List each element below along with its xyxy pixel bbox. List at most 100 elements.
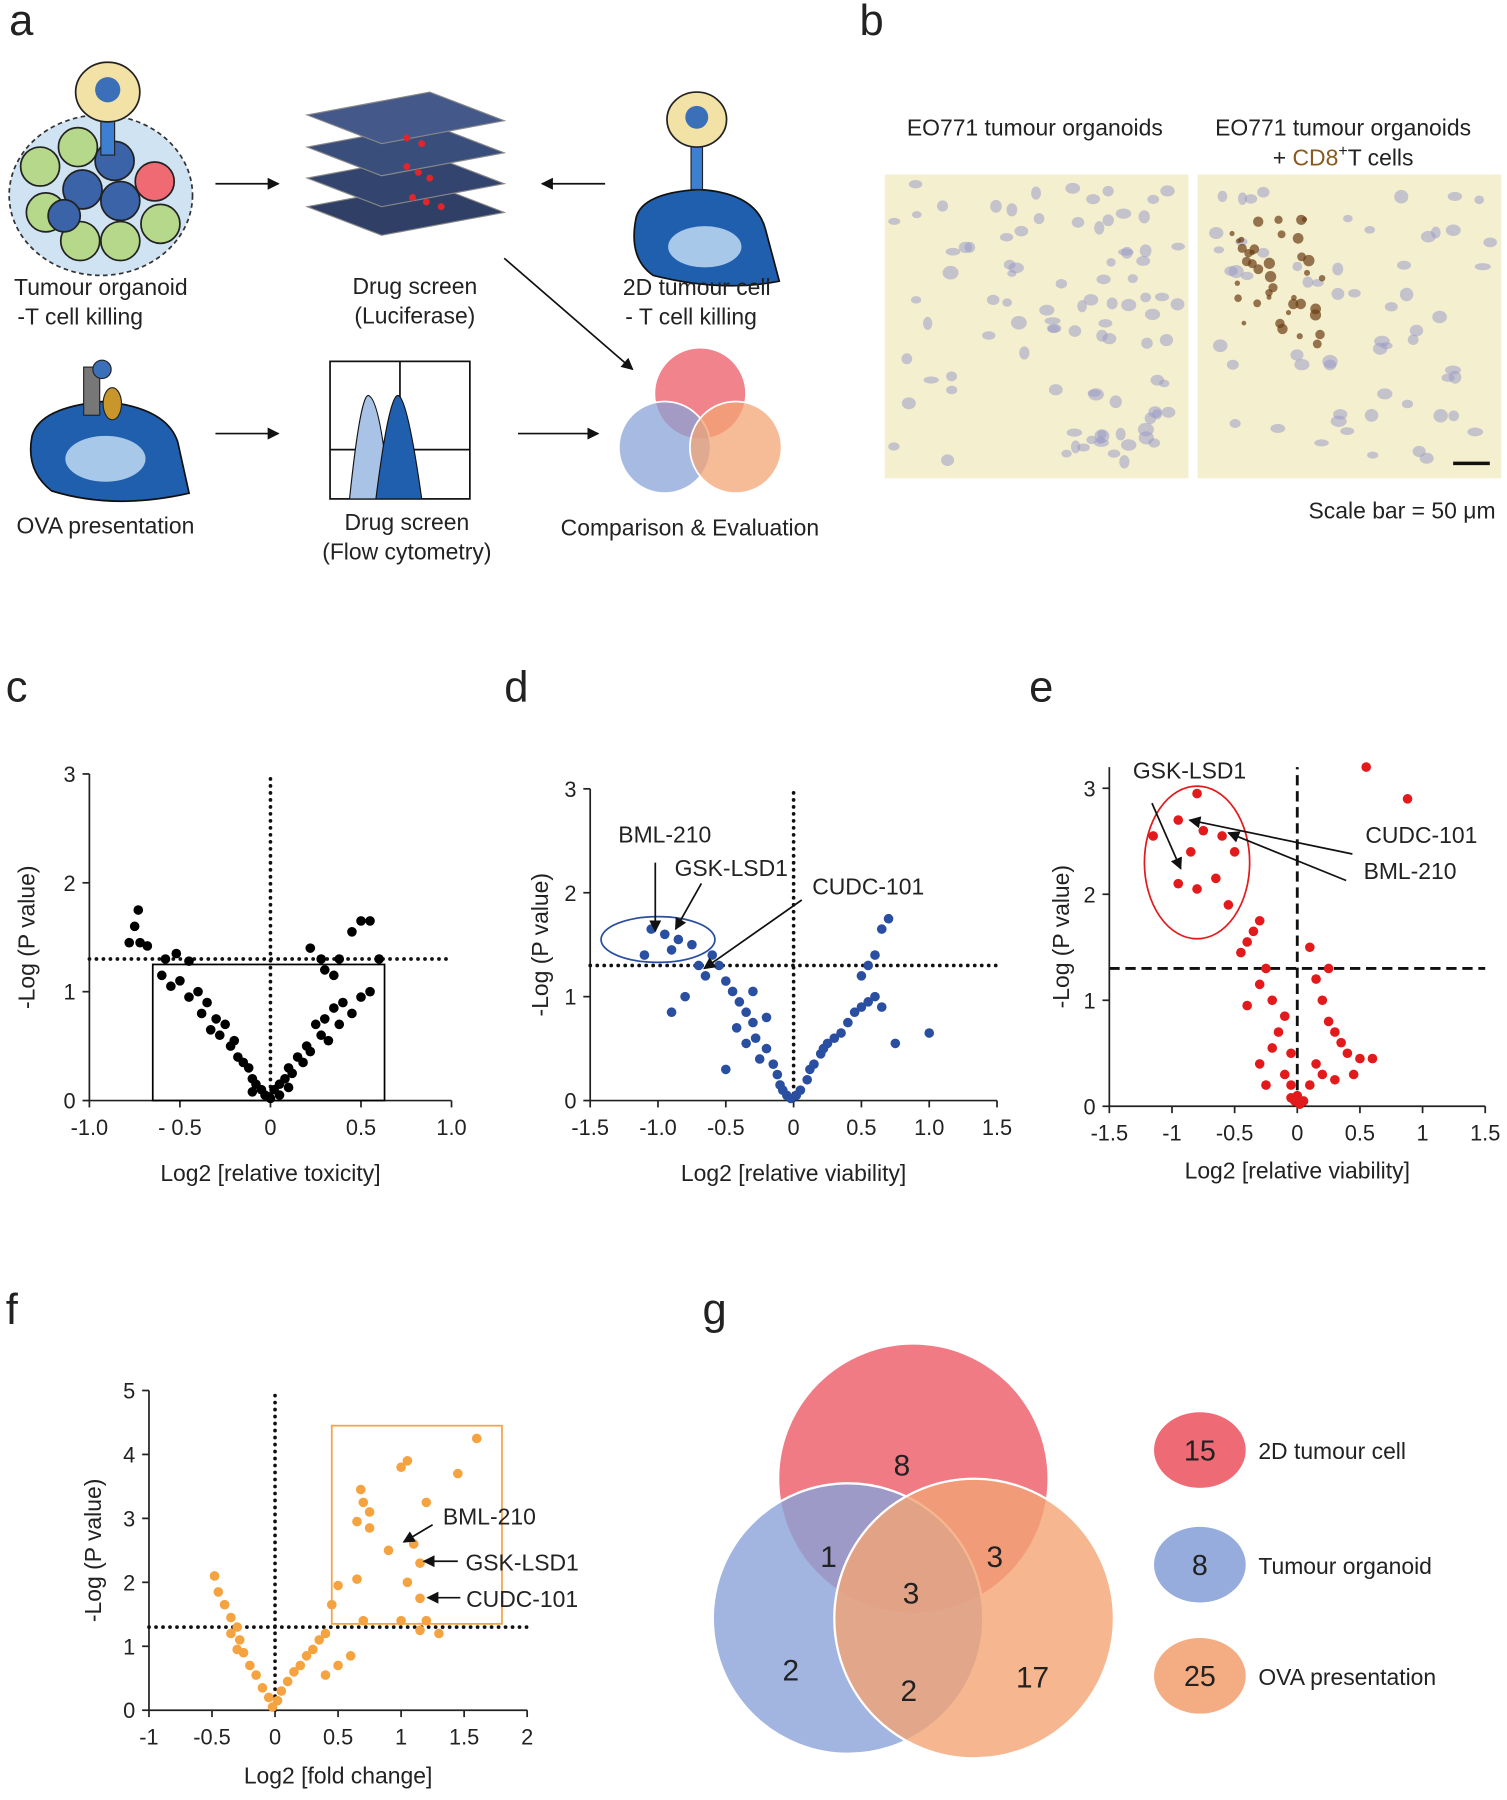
micrograph-title: + CD8+T cells xyxy=(1273,142,1414,170)
schematic-label: Drug screen xyxy=(344,509,469,535)
nucleus xyxy=(1257,247,1270,258)
point xyxy=(802,1074,812,1085)
point xyxy=(421,1615,432,1626)
nucleus xyxy=(946,371,958,382)
venn-count: 8 xyxy=(894,1449,911,1482)
point xyxy=(402,1577,413,1588)
x-tick-label: 2 xyxy=(521,1725,533,1750)
nucleus xyxy=(910,296,922,304)
x-tick-label: 0.5 xyxy=(1345,1121,1375,1146)
point xyxy=(1254,915,1265,926)
point xyxy=(333,1660,343,1671)
point xyxy=(211,1014,221,1024)
y-tick-label: 1 xyxy=(123,1634,135,1659)
nucleus xyxy=(923,316,933,330)
x-axis-label: Log2 [relative viability] xyxy=(1185,1157,1410,1183)
point xyxy=(666,945,677,955)
stain xyxy=(1292,232,1304,244)
nucleus xyxy=(1136,256,1151,266)
point xyxy=(707,950,718,960)
point xyxy=(1236,947,1246,958)
nucleus xyxy=(1407,334,1419,346)
point xyxy=(1289,1096,1300,1106)
nucleus xyxy=(946,385,958,395)
nucleus xyxy=(1055,279,1068,289)
nucleus xyxy=(1071,217,1085,228)
point xyxy=(175,975,185,986)
nucleus xyxy=(1086,194,1101,205)
schematic-label: (Luciferase) xyxy=(354,303,475,329)
nucleus xyxy=(1031,186,1042,200)
highlight-box xyxy=(151,963,386,1102)
point xyxy=(415,1558,425,1568)
nucleus xyxy=(1380,342,1393,350)
stain xyxy=(1310,303,1321,315)
point xyxy=(1367,1053,1378,1064)
stain xyxy=(1288,298,1299,310)
point xyxy=(251,1670,261,1680)
point xyxy=(822,1038,833,1049)
nucleus xyxy=(1102,333,1117,345)
point xyxy=(856,1002,867,1012)
point xyxy=(1286,1048,1296,1059)
y-tick-label: 0 xyxy=(1083,1094,1095,1119)
point xyxy=(731,1023,742,1033)
nucleus xyxy=(1474,195,1485,205)
point xyxy=(863,960,874,971)
point xyxy=(345,1651,356,1661)
nucleus xyxy=(1003,259,1016,270)
point xyxy=(1348,1069,1359,1080)
nucleus xyxy=(945,247,961,256)
title-part: CD8 xyxy=(1293,144,1339,170)
point xyxy=(347,1008,357,1019)
point xyxy=(333,1580,343,1591)
point xyxy=(1242,937,1252,947)
point xyxy=(1192,788,1202,799)
point xyxy=(1336,1037,1346,1048)
x-tick-label: 1 xyxy=(1417,1121,1429,1146)
point xyxy=(741,1007,751,1018)
annotation: GSK-LSD1 xyxy=(1133,757,1246,783)
nucleus xyxy=(1467,427,1484,437)
x-tick-label: -0.5 xyxy=(1216,1121,1254,1146)
nucleus xyxy=(888,442,900,451)
nucleus xyxy=(958,241,973,253)
point xyxy=(202,997,212,1008)
nucleus xyxy=(1217,190,1228,203)
nucleus xyxy=(1290,349,1304,361)
point xyxy=(1286,1080,1296,1090)
point xyxy=(1254,1059,1265,1069)
point xyxy=(1198,825,1209,836)
point xyxy=(396,1615,406,1626)
title-part: + xyxy=(1338,142,1347,160)
micrograph xyxy=(884,174,1189,479)
y-tick-label: 1 xyxy=(64,980,76,1005)
nucleus xyxy=(1011,315,1027,330)
stain xyxy=(1238,236,1245,243)
point xyxy=(1361,762,1372,772)
schematic-label: - T cell killing xyxy=(625,304,757,330)
point xyxy=(1317,995,1328,1006)
nucleus xyxy=(1433,408,1448,423)
point xyxy=(659,929,670,940)
nucleus xyxy=(1409,324,1424,337)
y-tick-label: 1 xyxy=(1083,988,1095,1013)
point xyxy=(924,1028,935,1038)
point xyxy=(276,1686,287,1696)
annotation-arrow xyxy=(1151,802,1182,870)
y-axis-label: -Log (P value) xyxy=(80,1479,106,1622)
nucleus xyxy=(1127,274,1138,284)
y-tick-label: 2 xyxy=(123,1570,135,1595)
point xyxy=(356,916,366,926)
nucleus xyxy=(986,294,1000,306)
stain xyxy=(1285,309,1292,316)
nucleus xyxy=(1094,221,1105,235)
nucleus xyxy=(1147,194,1160,205)
point xyxy=(232,1622,243,1632)
panel-label: d xyxy=(504,664,528,712)
highlight-box xyxy=(330,1424,503,1625)
point xyxy=(142,941,153,951)
x-tick-label: 0.5 xyxy=(346,1115,376,1140)
stain xyxy=(1234,294,1242,303)
